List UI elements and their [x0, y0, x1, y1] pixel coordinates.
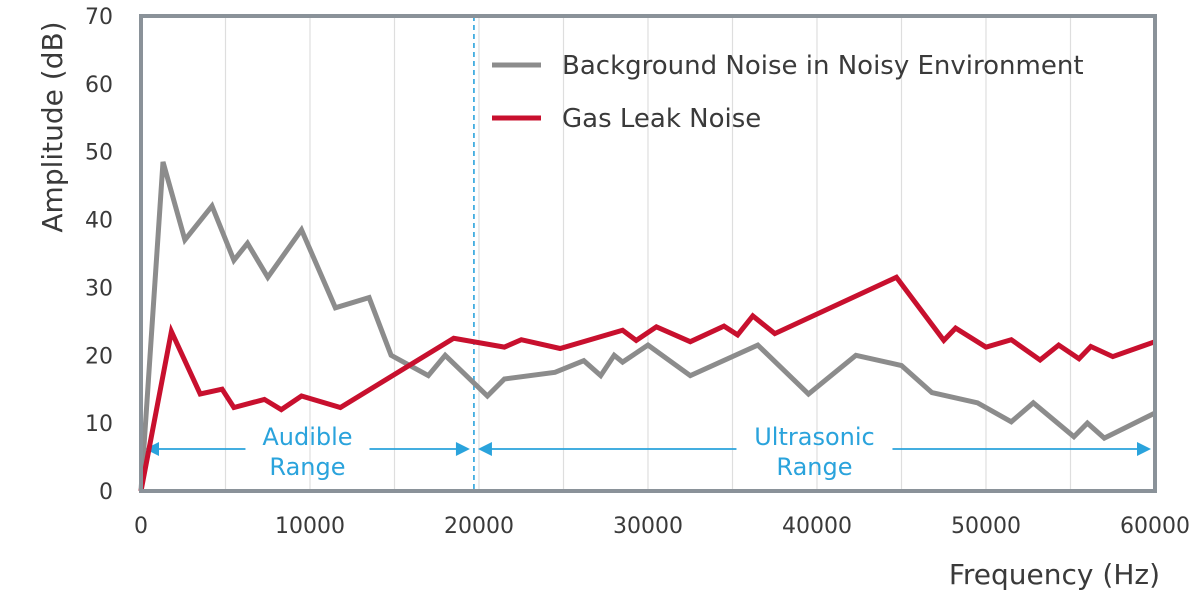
y-tick-label: 20 [85, 344, 113, 369]
x-tick-label: 50000 [951, 514, 1021, 539]
y-tick-label: 0 [99, 480, 113, 505]
y-tick-label: 70 [85, 5, 113, 30]
range-arrow-head [455, 442, 470, 456]
y-tick-label: 40 [85, 209, 113, 234]
y-axis-label: Amplitude (dB) [36, 21, 69, 232]
plot-frame [139, 14, 1157, 493]
series-line-1 [138, 274, 1156, 492]
legend: Background Noise in Noisy Environment Gas… [492, 51, 1084, 134]
x-tick-label: 20000 [444, 514, 514, 539]
y-tick-label: 10 [85, 412, 113, 437]
range-arrow-head [145, 442, 159, 456]
x-axis-label: Frequency (Hz) [949, 558, 1160, 591]
tick-labels: 0 10000 20000 30000 40000 50000 60000 0 10 20 30 40… [85, 5, 1190, 539]
x-tick-label: 40000 [782, 514, 852, 539]
range-label: Ultrasonic [754, 423, 874, 451]
range-arrow-head [477, 442, 492, 456]
y-tick-label: 60 [85, 73, 113, 98]
series-lines [138, 161, 1157, 492]
y-tick-label: 50 [85, 141, 113, 166]
x-tick-label: 0 [134, 514, 148, 539]
range-label: Range [776, 453, 852, 481]
legend-label-1: Gas Leak Noise [562, 104, 761, 134]
y-tick-label: 30 [85, 276, 113, 301]
x-tick-label: 10000 [275, 514, 345, 539]
x-tick-label: 60000 [1120, 514, 1190, 539]
range-arrow-head [1137, 442, 1151, 456]
grid [224, 16, 1072, 491]
series-line-0 [138, 161, 1157, 492]
x-tick-label: 30000 [613, 514, 683, 539]
range-label: Range [269, 453, 345, 481]
legend-label-0: Background Noise in Noisy Environment [562, 51, 1084, 81]
range-label: Audible [262, 423, 352, 451]
